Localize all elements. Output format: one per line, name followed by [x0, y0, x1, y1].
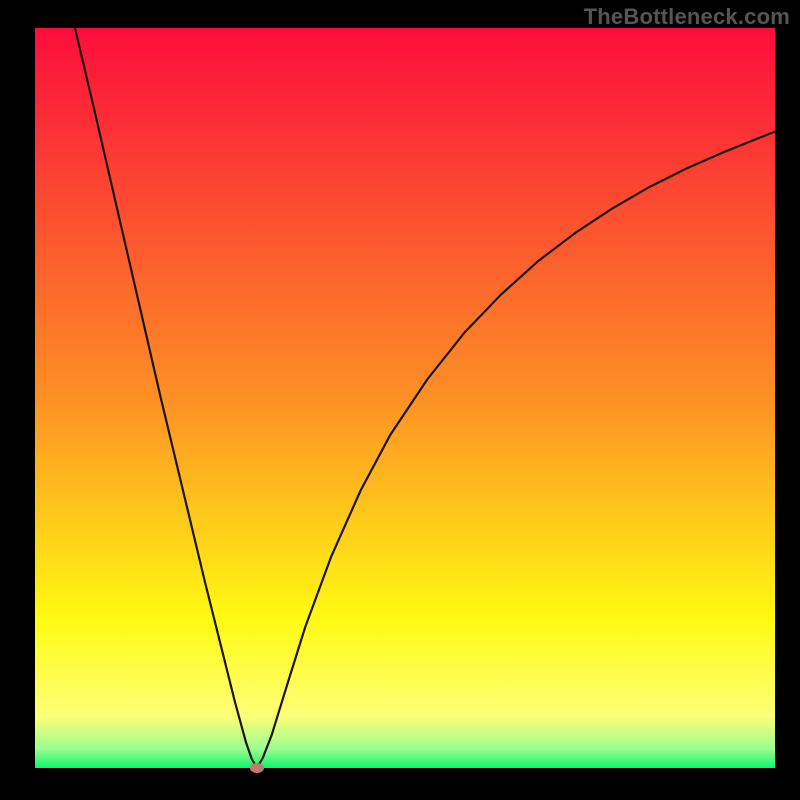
watermark-text: TheBottleneck.com: [584, 4, 790, 30]
minimum-marker: [250, 763, 264, 773]
plot-area: [35, 28, 775, 768]
bottleneck-curve: [75, 28, 775, 768]
curve-svg: [35, 28, 775, 768]
